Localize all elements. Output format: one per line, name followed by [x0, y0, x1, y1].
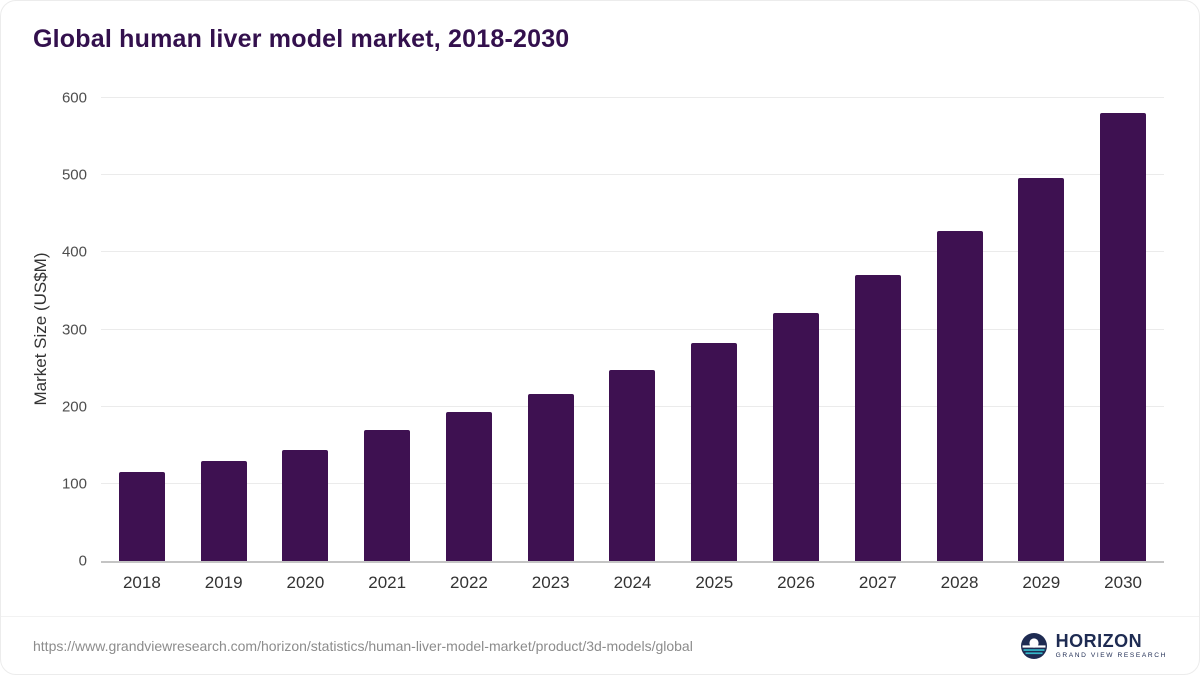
gridline [101, 328, 1164, 330]
footer: https://www.grandviewresearch.com/horizo… [1, 616, 1199, 674]
bar-slot [1000, 98, 1082, 561]
x-tick-label: 2026 [777, 573, 815, 592]
x-tick-label: 2028 [940, 573, 979, 592]
bar-slot [673, 98, 755, 561]
x-tick-label: 2025 [695, 573, 734, 592]
x-tick-label: 2021 [368, 573, 407, 592]
bar-slot [183, 98, 265, 561]
x-tick-label: 2018 [122, 573, 161, 592]
bar-slot [919, 98, 1001, 561]
bar-2024 [609, 370, 656, 561]
x-tick-label: 2027 [858, 573, 897, 592]
bar-slot [428, 98, 510, 561]
bar-2029 [1018, 178, 1065, 561]
y-tick-label: 300 [61, 321, 87, 338]
bar-slot [510, 98, 592, 561]
bar-slot [837, 98, 919, 561]
gridline [101, 251, 1164, 253]
bar-2025 [691, 343, 738, 561]
bars-container [101, 98, 1164, 561]
bar-2023 [527, 393, 574, 561]
source-url[interactable]: https://www.grandviewresearch.com/horizo… [33, 637, 693, 654]
bar-2030 [1100, 113, 1147, 561]
y-tick-label: 100 [61, 475, 87, 493]
bar-2018 [118, 472, 165, 561]
gridline [101, 97, 1164, 98]
gridline [101, 174, 1164, 176]
y-tick-label: 600 [61, 89, 87, 107]
plot-area: 0 100 200 300 400 500 600 [62, 90, 1164, 570]
bar-2027 [854, 274, 901, 561]
y-tick-label: 400 [61, 243, 87, 261]
bar-slot [346, 98, 428, 561]
bar-slot [592, 98, 674, 561]
x-tick-label: 2030 [1104, 573, 1142, 592]
bar-2022 [445, 412, 492, 561]
x-axis-labels: 2018 2019 2020 2021 2022 2023 2024 2025 2026 2027… [101, 573, 1164, 593]
bar-2021 [364, 429, 411, 561]
y-axis-title: Market Size (US$M) [31, 252, 50, 406]
x-tick-label: 2019 [204, 573, 243, 592]
x-tick-label: 2022 [450, 573, 488, 592]
y-tick-label: 0 [78, 552, 87, 570]
bar-slot [265, 98, 347, 561]
x-tick-label: 2029 [1022, 573, 1061, 592]
x-tick-label: 2020 [286, 573, 325, 592]
bar-slot [101, 98, 183, 561]
x-tick-label: 2023 [531, 573, 570, 592]
x-tick-label: 2024 [613, 573, 652, 592]
brand-name: HORIZON [1055, 630, 1143, 651]
horizon-logo-icon [1020, 632, 1048, 660]
y-tick-label: 500 [61, 166, 87, 184]
brand-logo: HORIZON GRAND VIEW RESEARCH [1020, 632, 1167, 660]
bar-2026 [773, 313, 819, 561]
bar-2020 [282, 449, 329, 561]
y-tick-label: 200 [61, 398, 87, 416]
chart-title: Global human liver model market, 2018-20… [33, 25, 570, 53]
brand-subtitle: GRAND VIEW RESEARCH [1055, 651, 1167, 659]
bar-2028 [936, 230, 983, 561]
bar-slot [755, 98, 837, 561]
brand-logo-text: HORIZON GRAND VIEW RESEARCH [1056, 632, 1167, 660]
bar-2019 [200, 460, 247, 561]
bar-slot [1082, 98, 1164, 561]
